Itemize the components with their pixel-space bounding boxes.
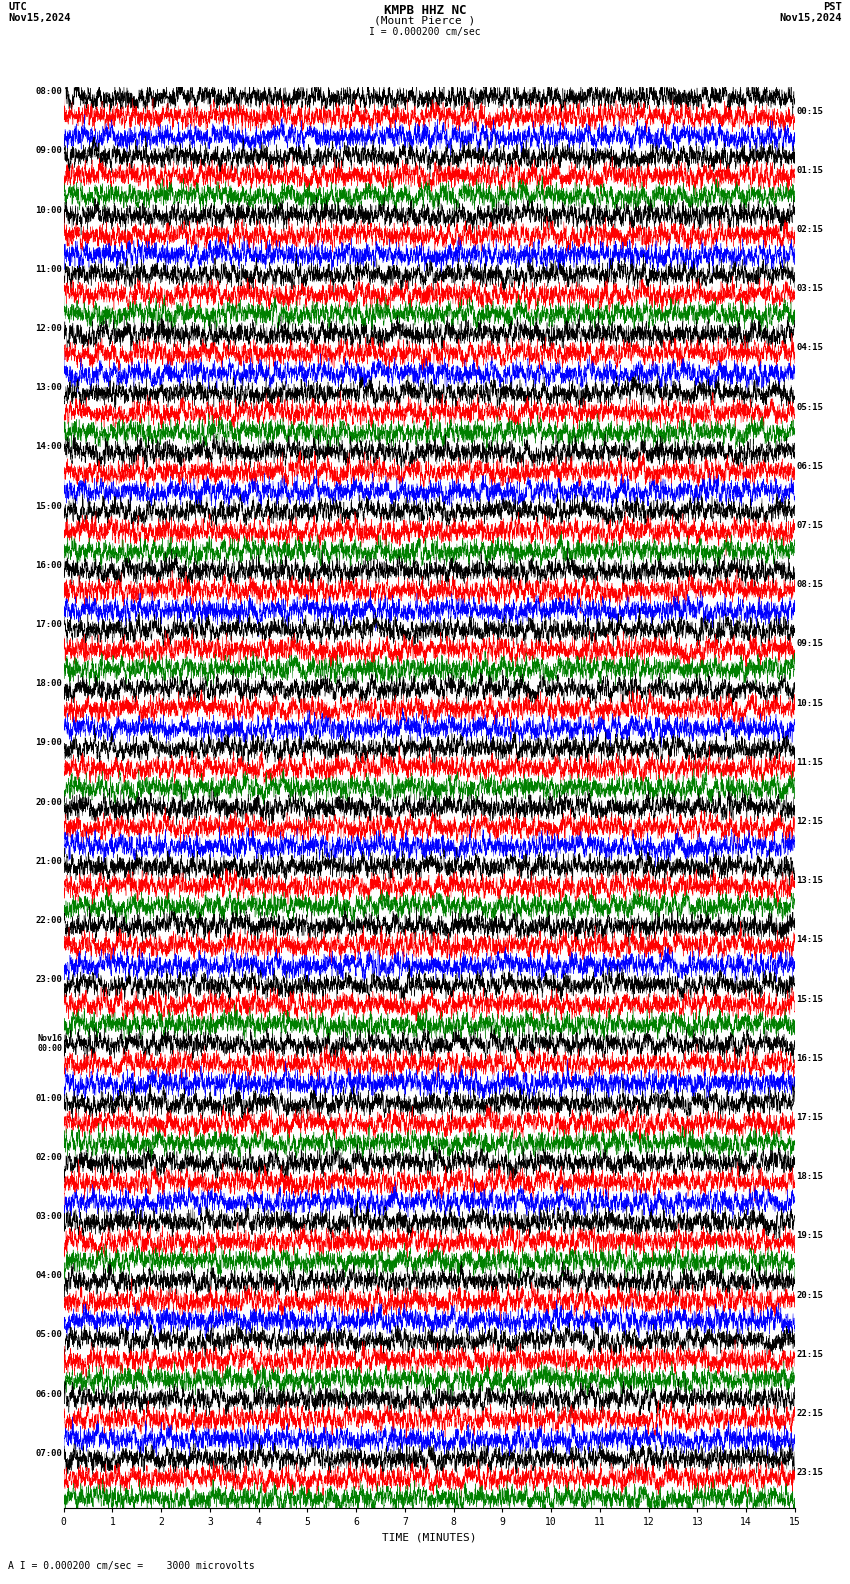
Text: 05:15: 05:15 — [796, 402, 823, 412]
Text: 17:15: 17:15 — [796, 1114, 823, 1121]
Text: UTC: UTC — [8, 2, 27, 13]
Text: Nov15,2024: Nov15,2024 — [8, 13, 71, 24]
Text: 13:15: 13:15 — [796, 876, 823, 885]
Text: 23:15: 23:15 — [796, 1468, 823, 1478]
Text: 03:15: 03:15 — [796, 284, 823, 293]
Text: 09:15: 09:15 — [796, 640, 823, 648]
Text: 15:00: 15:00 — [36, 502, 62, 510]
Text: 22:15: 22:15 — [796, 1410, 823, 1418]
Text: 08:15: 08:15 — [796, 580, 823, 589]
Text: 14:15: 14:15 — [796, 936, 823, 944]
Text: 02:00: 02:00 — [36, 1153, 62, 1161]
Text: 19:00: 19:00 — [36, 738, 62, 748]
Text: 20:00: 20:00 — [36, 797, 62, 806]
Text: 23:00: 23:00 — [36, 976, 62, 984]
Text: (Mount Pierce ): (Mount Pierce ) — [374, 14, 476, 25]
Text: 09:00: 09:00 — [36, 146, 62, 155]
Text: 03:00: 03:00 — [36, 1212, 62, 1221]
Text: 10:15: 10:15 — [796, 699, 823, 708]
Text: A I = 0.000200 cm/sec =    3000 microvolts: A I = 0.000200 cm/sec = 3000 microvolts — [8, 1562, 255, 1571]
Text: 11:00: 11:00 — [36, 265, 62, 274]
Text: 02:15: 02:15 — [796, 225, 823, 234]
Text: I = 0.000200 cm/sec: I = 0.000200 cm/sec — [369, 27, 481, 36]
Text: 06:00: 06:00 — [36, 1389, 62, 1399]
Text: 16:15: 16:15 — [796, 1053, 823, 1063]
Text: 21:00: 21:00 — [36, 857, 62, 866]
Text: 22:00: 22:00 — [36, 916, 62, 925]
Text: 17:00: 17:00 — [36, 619, 62, 629]
Text: KMPB HHZ NC: KMPB HHZ NC — [383, 3, 467, 17]
Text: 06:15: 06:15 — [796, 463, 823, 470]
Text: 15:15: 15:15 — [796, 995, 823, 1004]
Text: 14:00: 14:00 — [36, 442, 62, 451]
Text: Nov16
00:00: Nov16 00:00 — [37, 1034, 62, 1053]
Text: 12:00: 12:00 — [36, 325, 62, 333]
Text: 18:00: 18:00 — [36, 680, 62, 687]
Text: 00:15: 00:15 — [796, 106, 823, 116]
Text: 07:15: 07:15 — [796, 521, 823, 531]
Text: 13:00: 13:00 — [36, 383, 62, 393]
X-axis label: TIME (MINUTES): TIME (MINUTES) — [382, 1533, 477, 1543]
Text: 10:00: 10:00 — [36, 206, 62, 214]
Text: 16:00: 16:00 — [36, 561, 62, 570]
Text: Nov15,2024: Nov15,2024 — [779, 13, 842, 24]
Text: 04:15: 04:15 — [796, 344, 823, 353]
Text: 18:15: 18:15 — [796, 1172, 823, 1182]
Text: 20:15: 20:15 — [796, 1291, 823, 1300]
Text: 12:15: 12:15 — [796, 817, 823, 827]
Text: 05:00: 05:00 — [36, 1331, 62, 1340]
Text: 08:00: 08:00 — [36, 87, 62, 97]
Text: 04:00: 04:00 — [36, 1270, 62, 1280]
Text: 01:15: 01:15 — [796, 166, 823, 174]
Text: 19:15: 19:15 — [796, 1231, 823, 1240]
Text: PST: PST — [823, 2, 842, 13]
Text: 01:00: 01:00 — [36, 1093, 62, 1102]
Text: 21:15: 21:15 — [796, 1350, 823, 1359]
Text: 07:00: 07:00 — [36, 1449, 62, 1457]
Text: 11:15: 11:15 — [796, 757, 823, 767]
